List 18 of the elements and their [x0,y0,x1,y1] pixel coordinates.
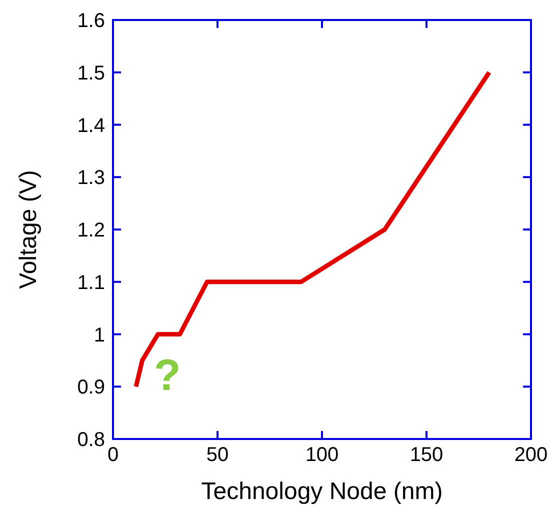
line-series [134,70,492,389]
x-tick-label: 100 [305,444,339,466]
y-tick-label: 1.6 [77,10,105,32]
y-tick-label: 1.3 [77,167,105,190]
y-tick-label: 1 [94,324,105,346]
annotation: ? [154,351,181,400]
x-tick-label: 200 [514,444,548,466]
x-tick-label: 50 [206,444,229,466]
x-tick-label: 150 [410,444,444,466]
y-tick-label: 1.5 [77,62,105,84]
y-tick-label: 0.9 [77,376,105,399]
y-tick-label: 1.2 [77,220,105,242]
y-tick-label: 0.8 [77,429,105,451]
x-axis-title: Technology Node (nm) [201,478,443,505]
x-tick-label: 0 [107,444,119,466]
y-axis-title: Voltage (V) [15,170,42,289]
y-tick-label: 1.1 [77,272,105,294]
y-tick-label: 1.4 [77,114,105,137]
